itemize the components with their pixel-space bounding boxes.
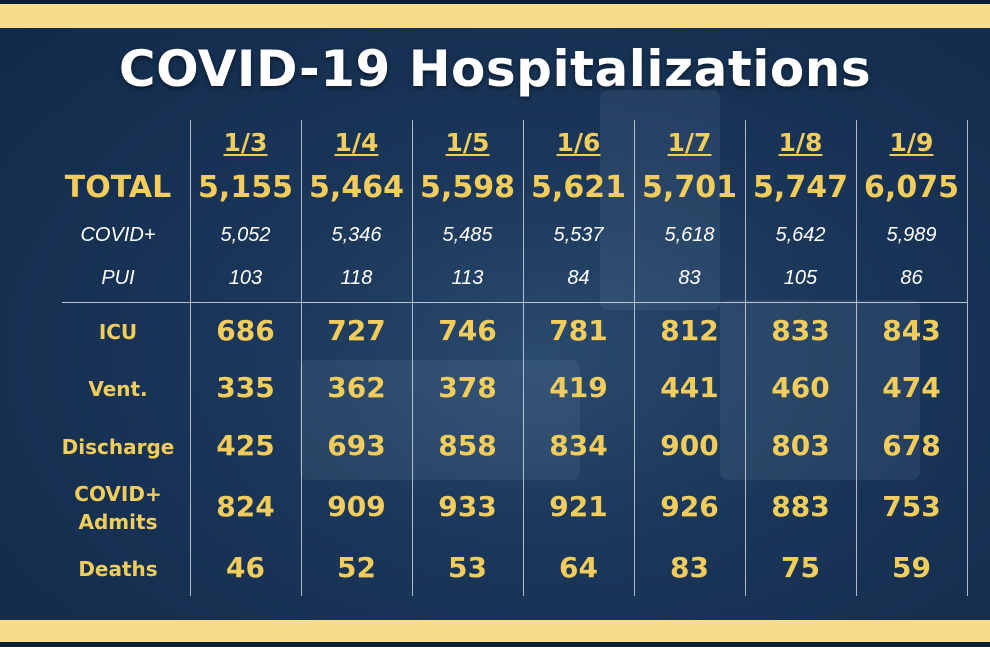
row-label-line: Discharge [61, 435, 175, 459]
data-value: 921 [549, 490, 608, 523]
row-label: Discharge [38, 433, 198, 461]
data-value: 425 [216, 429, 275, 462]
row-label-line: ICU [98, 320, 138, 344]
row-label: Deaths [38, 555, 198, 583]
sub-row-value: 5,642 [775, 224, 826, 246]
total-value: 5,747 [753, 170, 848, 205]
row-label-line: Vent. [88, 377, 148, 401]
data-value: 460 [771, 371, 830, 404]
row-label: Vent. [38, 375, 198, 403]
bottom-stripe [0, 620, 990, 642]
total-value: 5,464 [309, 170, 404, 205]
top-border [0, 0, 990, 4]
data-value: 64 [559, 551, 598, 584]
total-label: TOTAL [64, 170, 172, 205]
row-label-line: Deaths [78, 557, 158, 581]
sub-row-value: 103 [228, 267, 263, 289]
row-label-line: COVID+ [74, 482, 162, 506]
data-value: 59 [892, 551, 931, 584]
top-stripe [0, 4, 990, 28]
data-value: 803 [771, 429, 830, 462]
data-value: 75 [781, 551, 820, 584]
data-value: 686 [216, 314, 275, 347]
data-value: 362 [327, 371, 386, 404]
background-equipment [600, 90, 720, 310]
column-divider [745, 120, 746, 596]
sub-row-label: COVID+ [80, 224, 156, 246]
column-divider [634, 120, 635, 596]
data-value: 693 [327, 429, 386, 462]
column-divider [856, 120, 857, 596]
sub-row-value: 84 [567, 267, 590, 289]
data-value: 824 [216, 490, 275, 523]
sub-row-value: 118 [340, 267, 373, 289]
data-value: 834 [549, 429, 608, 462]
data-value: 753 [882, 490, 941, 523]
data-value: 781 [549, 314, 608, 347]
sub-row-label: PUI [101, 267, 135, 289]
data-value: 843 [882, 314, 941, 347]
total-value: 5,701 [642, 170, 737, 205]
data-value: 52 [337, 551, 376, 584]
data-value: 441 [660, 371, 719, 404]
section-divider [62, 302, 967, 303]
column-divider [190, 120, 191, 596]
sub-row-value: 5,537 [553, 224, 604, 246]
date-header: 1/7 [667, 128, 712, 157]
date-header: 1/9 [889, 128, 934, 157]
data-value: 933 [438, 490, 497, 523]
total-value: 5,155 [198, 170, 293, 205]
data-value: 858 [438, 429, 497, 462]
data-value: 53 [448, 551, 487, 584]
sub-row-value: 5,346 [331, 224, 382, 246]
date-header: 1/4 [334, 128, 379, 157]
page-title: COVID-19 Hospitalizations [118, 40, 872, 98]
sub-row-value: 5,989 [886, 224, 937, 246]
sub-row-value: 5,485 [442, 224, 493, 246]
data-value: 678 [882, 429, 941, 462]
sub-row-value: 105 [783, 267, 818, 289]
sub-row-value: 83 [678, 267, 701, 289]
data-value: 335 [216, 371, 275, 404]
date-header: 1/6 [556, 128, 601, 157]
data-value: 378 [438, 371, 497, 404]
data-value: 812 [660, 314, 719, 347]
total-value: 6,075 [864, 170, 959, 205]
date-header: 1/5 [445, 128, 490, 157]
sub-row-value: 5,618 [664, 224, 715, 246]
date-header: 1/8 [778, 128, 823, 157]
row-label: COVID+ Admits [38, 480, 198, 536]
sub-row-value: 113 [451, 267, 484, 289]
data-value: 909 [327, 490, 386, 523]
total-value: 5,598 [420, 170, 515, 205]
background-monitor [720, 300, 920, 480]
column-divider [301, 120, 302, 596]
data-value: 474 [882, 371, 941, 404]
sub-row-value: 5,052 [220, 224, 271, 246]
data-value: 746 [438, 314, 497, 347]
data-value: 833 [771, 314, 830, 347]
data-value: 900 [660, 429, 719, 462]
background-bed [300, 360, 580, 480]
column-divider [412, 120, 413, 596]
column-divider [523, 120, 524, 596]
row-label-line: Admits [78, 510, 158, 534]
data-value: 46 [226, 551, 265, 584]
sub-row-value: 86 [900, 267, 923, 289]
date-header: 1/3 [223, 128, 268, 157]
data-value: 83 [670, 551, 709, 584]
column-divider [967, 120, 968, 596]
data-value: 926 [660, 490, 719, 523]
total-value: 5,621 [531, 170, 626, 205]
bottom-border [0, 642, 990, 647]
data-value: 883 [771, 490, 830, 523]
row-label: ICU [38, 318, 198, 346]
data-value: 419 [549, 371, 608, 404]
data-value: 727 [327, 314, 386, 347]
